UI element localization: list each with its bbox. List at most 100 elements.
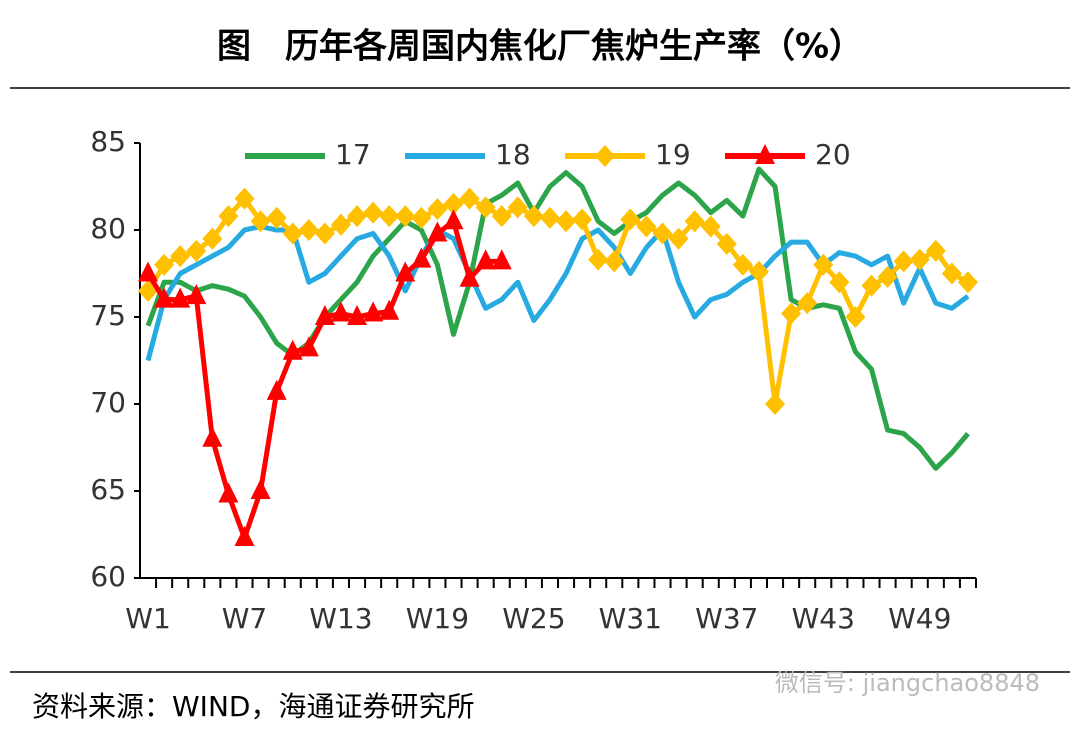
data-marker — [652, 222, 673, 245]
data-marker — [556, 210, 577, 233]
data-marker — [684, 210, 705, 233]
data-marker — [186, 284, 207, 305]
data-marker — [491, 205, 512, 228]
x-tick-label: W37 — [695, 602, 758, 635]
data-marker — [475, 196, 496, 219]
data-marker — [250, 210, 271, 233]
y-tick-label: 85 — [90, 125, 126, 158]
data-marker — [298, 336, 319, 357]
data-marker — [539, 206, 560, 229]
data-marker — [459, 266, 480, 287]
data-marker — [765, 393, 786, 415]
series-line — [145, 224, 970, 362]
data-marker — [909, 248, 930, 271]
data-marker — [861, 274, 882, 297]
legend-label: 17 — [335, 138, 371, 171]
data-marker — [475, 249, 496, 270]
source-note: 资料来源：WIND，海通证券研究所 — [32, 690, 474, 723]
data-marker — [314, 222, 335, 245]
legend-label: 20 — [815, 138, 851, 171]
y-tick-label: 75 — [90, 299, 126, 332]
data-marker — [266, 206, 287, 229]
data-marker — [411, 247, 432, 268]
data-marker — [298, 219, 319, 241]
data-marker — [443, 192, 464, 215]
data-marker — [347, 205, 368, 228]
data-marker — [170, 245, 191, 268]
data-marker — [443, 209, 464, 230]
data-marker — [202, 227, 223, 250]
data-marker — [234, 187, 255, 210]
data-marker — [234, 525, 255, 546]
data-marker — [700, 215, 721, 238]
data-marker — [491, 249, 512, 270]
data-marker — [748, 260, 769, 283]
y-tick-label: 60 — [90, 560, 126, 593]
data-marker — [813, 253, 834, 276]
data-marker — [170, 287, 191, 308]
data-marker — [186, 239, 207, 262]
data-marker — [347, 305, 368, 325]
data-marker — [282, 339, 303, 360]
data-marker — [363, 201, 384, 224]
data-marker — [781, 302, 802, 325]
series-line — [145, 218, 502, 541]
data-marker — [957, 271, 978, 294]
data-marker — [877, 265, 898, 288]
data-marker — [668, 227, 689, 250]
x-tick-label: W1 — [125, 602, 171, 635]
data-marker — [523, 205, 544, 228]
data-marker — [459, 187, 480, 210]
data-marker — [604, 250, 625, 273]
series-line — [145, 166, 970, 471]
y-tick-label: 70 — [90, 386, 126, 419]
legend-marker — [595, 145, 615, 167]
x-tick-label: W7 — [222, 602, 268, 635]
legend-label: 19 — [655, 138, 691, 171]
data-marker — [797, 292, 818, 315]
data-marker — [411, 206, 432, 229]
data-marker — [620, 208, 641, 231]
data-marker — [845, 306, 866, 328]
data-marker — [588, 248, 609, 271]
chart-title: 图 历年各周国内焦化厂焦炉生产率（%） — [217, 27, 863, 67]
x-tick-label: W25 — [502, 602, 565, 635]
data-marker — [395, 261, 416, 282]
x-tick-label: W19 — [406, 602, 469, 635]
x-tick-label: W31 — [599, 602, 662, 635]
data-marker — [266, 379, 287, 400]
data-marker — [829, 271, 850, 294]
data-marker — [154, 287, 175, 308]
data-marker — [250, 479, 271, 499]
y-tick-label: 65 — [90, 473, 126, 506]
data-marker — [330, 213, 351, 236]
legend-label: 18 — [495, 138, 531, 171]
data-marker — [218, 482, 239, 503]
x-tick-label: W13 — [309, 602, 372, 635]
legend-marker — [755, 144, 775, 164]
data-marker — [202, 426, 223, 447]
data-marker — [379, 299, 400, 320]
data-marker — [507, 196, 528, 219]
data-marker — [427, 198, 448, 221]
x-tick-label: W43 — [792, 602, 855, 635]
y-tick-label: 80 — [90, 212, 126, 245]
data-marker — [218, 205, 239, 228]
data-marker — [282, 222, 303, 245]
data-marker — [925, 239, 946, 262]
data-marker — [314, 305, 335, 325]
data-marker — [138, 261, 159, 282]
data-marker — [572, 208, 593, 231]
data-marker — [732, 253, 753, 276]
data-marker — [330, 301, 351, 322]
data-marker — [941, 262, 962, 285]
data-marker — [379, 205, 400, 228]
data-marker — [636, 215, 657, 238]
x-tick-label: W49 — [888, 602, 951, 635]
watermark: 微信号: jiangchao8848 — [775, 669, 1040, 697]
data-marker — [154, 253, 175, 276]
data-marker — [893, 250, 914, 273]
data-marker — [395, 205, 416, 228]
data-marker — [363, 301, 384, 322]
